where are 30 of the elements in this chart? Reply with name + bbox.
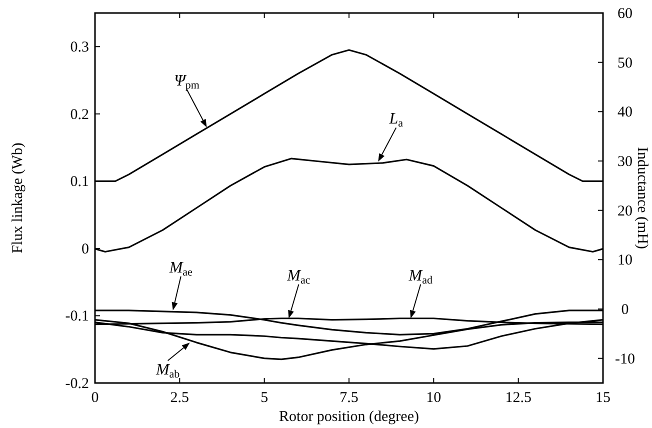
y-tick-label: 0.1 [70,174,89,190]
x-tick-label: 5 [260,390,268,406]
annotation: M$_{ab}$ [154,362,180,380]
y-axis-title: Flux linkage (Wb) [10,142,26,254]
y2-tick-label: 10 [618,252,632,269]
y2-tick-label: -10 [615,351,635,368]
x-axis-title: Rotor position (degree) [279,409,419,425]
annotation: Ψ$_{pm}$ [174,72,200,92]
annotation: M$_{ae}$ [168,259,193,278]
y2-tick-label: 20 [618,203,632,220]
y2-tick-label: 50 [618,55,632,72]
annotation: M$_{ad}$ [408,267,433,286]
y2-axis-title: Inductance (mH) [634,146,650,250]
x-tick-label: 10 [426,390,442,406]
annotation: L$_{a}$ [388,110,404,130]
y-tick-label: 0.2 [70,106,89,123]
annotation: M$_{ac}$ [286,267,310,286]
x-tick-label: 12.5 [505,390,532,406]
y2-tick-label: 0 [621,302,629,318]
y-tick-label: 0.3 [70,40,89,56]
x-tick-label: 2.5 [170,390,190,406]
y2-tick-label: 30 [618,154,632,170]
x-tick-label: 15 [596,390,610,406]
x-tick-label: 7.5 [340,390,358,406]
y-tick-label: 0 [82,241,89,258]
y-tick-label: -0.2 [65,376,89,392]
y2-tick-label: 40 [618,104,632,121]
x-tick-label: 0 [91,390,99,406]
y2-tick-label: 60 [618,6,632,22]
y-tick-label: -0.1 [65,308,89,325]
